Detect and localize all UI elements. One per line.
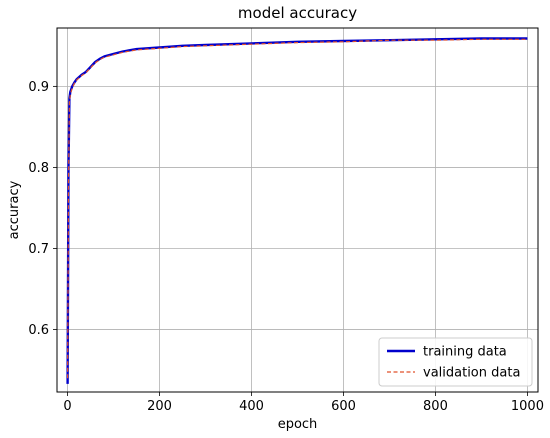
ticks: 0 200 400 600 800 1000 0.6 0.7 0.8 0.9 xyxy=(28,80,544,414)
x-tick-label: 200 xyxy=(147,399,172,414)
chart-title: model accuracy xyxy=(238,4,357,22)
x-tick-label: 400 xyxy=(239,399,264,414)
x-tick-label: 800 xyxy=(423,399,448,414)
x-axis-label: epoch xyxy=(278,417,318,432)
grid xyxy=(57,28,538,392)
plot-frame xyxy=(56,27,539,393)
y-tick-label: 0.9 xyxy=(28,80,49,95)
x-tick-label: 1000 xyxy=(511,399,544,414)
validation-series-line xyxy=(67,38,528,379)
x-tick-label: 0 xyxy=(63,399,71,414)
y-tick-label: 0.6 xyxy=(28,323,49,338)
training-series-line xyxy=(66,37,528,384)
legend-label-validation: validation data xyxy=(423,366,520,381)
legend-box xyxy=(378,337,533,387)
legend: training data validation data xyxy=(378,337,533,387)
legend-label-training: training data xyxy=(423,345,507,360)
y-tick-label: 0.7 xyxy=(28,242,49,257)
y-axis-label: accuracy xyxy=(7,180,22,239)
x-tick-label: 600 xyxy=(331,399,356,414)
series-layer xyxy=(66,37,528,384)
y-tick-label: 0.8 xyxy=(28,161,49,176)
